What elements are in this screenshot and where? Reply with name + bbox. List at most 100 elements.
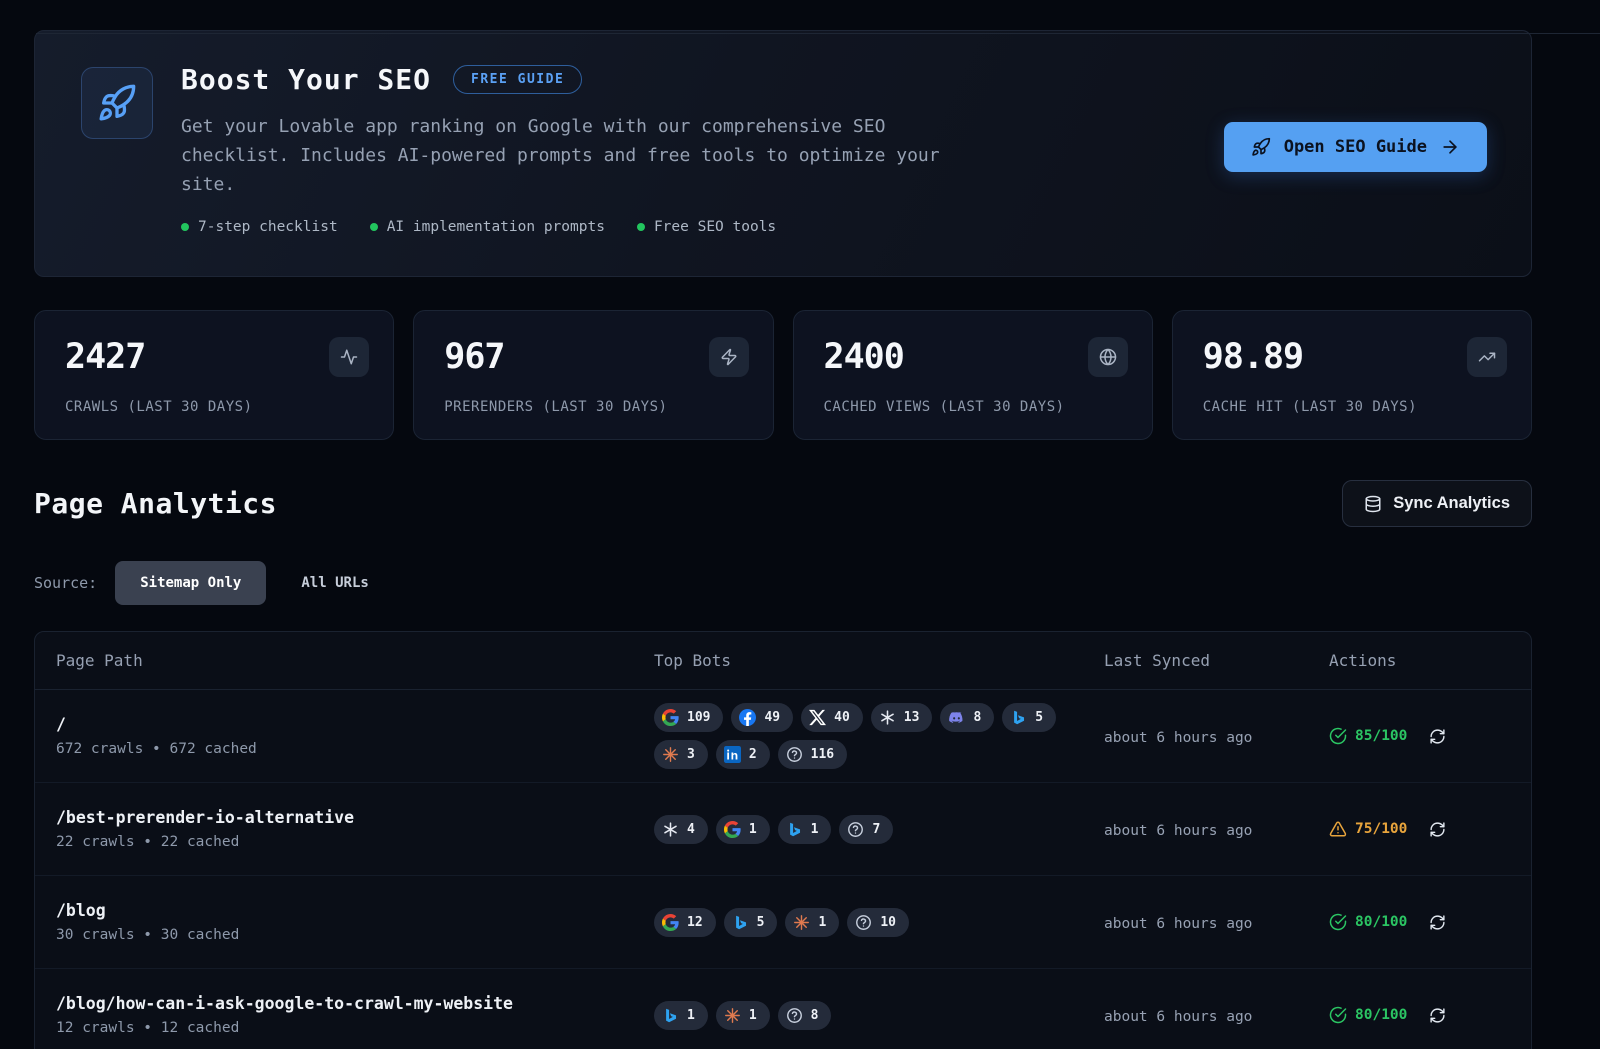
rocket-icon (1251, 137, 1271, 157)
table-header-row: Page Path Top Bots Last Synced Actions (35, 632, 1531, 690)
unknown-bot-icon (855, 914, 872, 931)
bot-pill: 5 (1002, 703, 1057, 732)
bot-count: 1 (810, 821, 819, 837)
last-synced: about 6 hours ago (1104, 822, 1253, 839)
stat-value: 2427 (65, 337, 146, 377)
bot-pill-list: 4 1 1 7 (654, 814, 1074, 844)
banner-feature-list: 7-step checklist AI implementation promp… (181, 219, 1196, 235)
green-dot-icon (636, 223, 645, 231)
bot-count: 3 (687, 747, 695, 762)
unknown-bot-icon (847, 821, 864, 838)
unknown-bot-icon (786, 1007, 803, 1024)
top-divider (36, 33, 1600, 34)
refresh-button[interactable] (1427, 912, 1448, 933)
stats-row: 2427 CRAWLS (LAST 30 DAYS) 967 PRERENDER… (34, 310, 1532, 440)
bot-count: 40 (834, 710, 850, 725)
table-row[interactable]: / 672 crawls • 672 cached 109 49 40 13 8… (35, 690, 1531, 783)
last-synced: about 6 hours ago (1104, 729, 1253, 746)
google-icon (662, 709, 679, 726)
crawl-meta: 672 crawls • 672 cached (56, 741, 257, 757)
open-seo-guide-button[interactable]: Open SEO Guide (1223, 121, 1487, 172)
source-toggle: Sitemap Only All URLs (115, 561, 394, 605)
bot-count: 1 (748, 1007, 757, 1023)
source-option-all-urls[interactable]: All URLs (276, 561, 393, 605)
feature-label: 7-step checklist (198, 219, 338, 235)
unknown-bot-icon (786, 746, 803, 763)
bot-count: 5 (1035, 710, 1044, 725)
stat-label: CRAWLS (LAST 30 DAYS) (65, 399, 253, 415)
column-header-top-bots: Top Bots (654, 651, 732, 670)
column-header-page-path: Page Path (56, 651, 143, 670)
sync-analytics-label: Sync Analytics (1393, 494, 1510, 512)
bot-count: 12 (687, 914, 703, 930)
bot-count: 10 (880, 914, 896, 930)
seo-score: 80/100 (1329, 1006, 1407, 1024)
page-path: / (56, 715, 66, 734)
bot-pill: 49 (731, 703, 794, 732)
last-synced: about 6 hours ago (1104, 1008, 1253, 1025)
stat-card: 2427 CRAWLS (LAST 30 DAYS) (34, 310, 395, 440)
banner-description: Get your Lovable app ranking on Google w… (181, 116, 940, 195)
crawl-meta: 22 crawls • 22 cached (56, 834, 240, 850)
bot-pill: 3 (654, 740, 708, 769)
rocket-icon (81, 67, 153, 139)
refresh-button[interactable] (1427, 1005, 1448, 1026)
stat-value: 2400 (823, 337, 905, 377)
free-guide-badge: FREE GUIDE (453, 65, 583, 94)
google-icon (662, 913, 679, 931)
bot-pill: 4 (654, 814, 708, 844)
bot-pill: 5 (723, 907, 778, 937)
stat-card: 98.89 CACHE HIT (LAST 30 DAYS) (1171, 310, 1532, 440)
seo-promo-banner: Boost Your SEO FREE GUIDE Get your Lovab… (34, 30, 1532, 277)
page-analytics-title: Page Analytics (34, 487, 278, 520)
bot-pill: 109 (654, 703, 724, 732)
claude-icon (793, 914, 810, 931)
claude-icon (724, 1007, 741, 1024)
bot-count: 1 (687, 1007, 695, 1023)
refresh-button[interactable] (1427, 726, 1448, 747)
seo-score: 75/100 (1329, 820, 1407, 838)
cta-label: Open SEO Guide (1283, 136, 1427, 157)
arrow-right-icon (1440, 137, 1460, 157)
column-header-actions: Actions (1329, 651, 1397, 670)
table-row[interactable]: /blog 30 crawls • 30 cached 12 5 1 10 ab… (35, 876, 1531, 969)
refresh-button[interactable] (1427, 819, 1448, 840)
banner-feature: Free SEO tools (636, 219, 776, 235)
openai-icon (662, 821, 679, 838)
bot-pill: 13 (870, 703, 933, 732)
bing-icon (1010, 709, 1027, 726)
seo-score: 80/100 (1329, 913, 1407, 931)
x-icon (809, 709, 827, 726)
column-header-last-synced: Last Synced (1104, 651, 1210, 670)
claude-icon (662, 746, 679, 763)
source-label: Source: (34, 574, 98, 592)
bot-count: 116 (810, 747, 835, 762)
bing-icon (786, 821, 803, 838)
table-row[interactable]: /blog/how-can-i-ask-google-to-crawl-my-w… (35, 969, 1531, 1049)
stat-value: 98.89 (1202, 337, 1304, 377)
check-circle-icon (1329, 913, 1347, 931)
bot-pill: 12 (654, 907, 716, 937)
table-row[interactable]: /best-prerender-io-alternative 22 crawls… (35, 783, 1531, 876)
bot-count: 2 (748, 747, 757, 762)
bot-pill-list: 109 49 40 13 8 5 3 2 116 (654, 703, 1074, 769)
bot-count: 8 (973, 710, 982, 725)
bot-count: 109 (687, 710, 711, 725)
bot-pill: 8 (940, 703, 995, 732)
table-body: / 672 crawls • 672 cached 109 49 40 13 8… (35, 690, 1531, 1049)
bot-pill: 1 (715, 1000, 770, 1030)
source-option-sitemap-only[interactable]: Sitemap Only (115, 561, 267, 605)
stat-label: PRERENDERS (LAST 30 DAYS) (444, 399, 668, 415)
bot-pill: 40 (801, 703, 863, 732)
bot-pill: 116 (777, 740, 848, 769)
bot-pill: 10 (847, 907, 909, 937)
check-circle-icon (1329, 1006, 1347, 1024)
bot-pill: 1 (777, 814, 832, 844)
sync-analytics-button[interactable]: Sync Analytics (1342, 480, 1532, 527)
green-dot-icon (181, 223, 189, 231)
bot-count: 4 (687, 821, 695, 837)
linkedin-icon (723, 746, 741, 763)
bot-count: 1 (818, 914, 827, 930)
bot-pill: 1 (785, 907, 840, 937)
bing-icon (732, 914, 749, 931)
